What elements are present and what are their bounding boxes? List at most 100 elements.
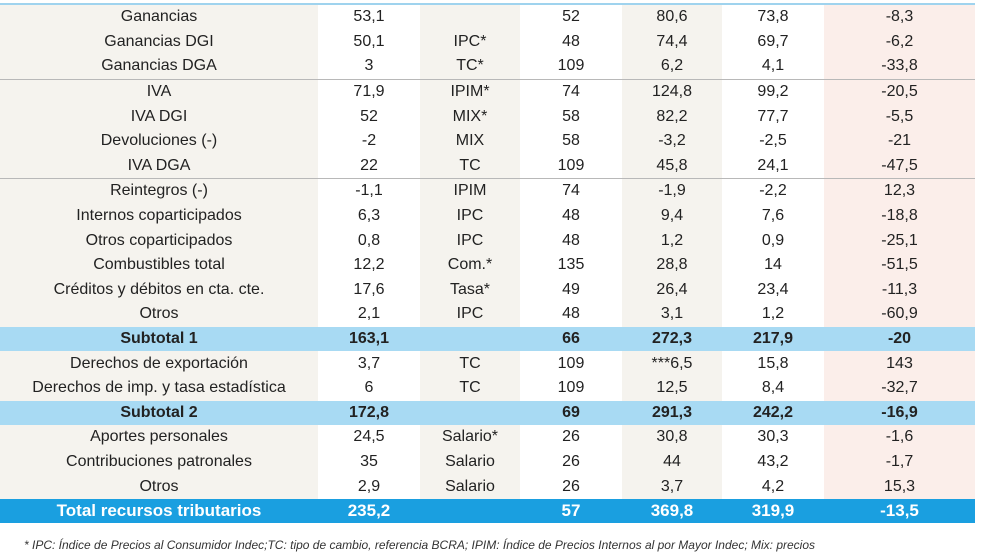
table-cell: 30,3 [757, 428, 789, 446]
table-cell: 48 [562, 231, 580, 249]
table-cell: -20 [824, 326, 975, 352]
table-cell [420, 4, 520, 30]
table-cell: Salario [420, 449, 520, 475]
table-cell [420, 498, 520, 524]
table-cell: 6,2 [622, 54, 722, 80]
table-cell: 135 [557, 256, 585, 274]
table-cell: 3,1 [622, 302, 722, 327]
table-cell: 57 [520, 498, 622, 524]
table-cell: 242,2 [722, 400, 824, 426]
table-cell: 163,1 [318, 326, 420, 352]
table-cell: 15,3 [824, 474, 975, 499]
table-cell: -60,9 [824, 302, 975, 327]
table-cell: Tasa* [420, 277, 520, 303]
table-cell: 4,1 [722, 54, 824, 80]
table-cell: Combustibles total [0, 252, 318, 278]
table-cell: 172,8 [318, 400, 420, 426]
table-cell: 80,6 [622, 4, 722, 30]
table-cell: Derechos de exportación [0, 351, 318, 376]
table-cell: 109 [557, 379, 585, 397]
table-cell: 23,4 [757, 280, 789, 298]
table-row: Internos coparticipados 6,3 IPC 48 9,4 7,6 -18… [0, 203, 975, 229]
table-cell: 2,9 [357, 477, 381, 495]
table-row: Aportes personales 24,5 Salario* 26 30,8 30,3… [0, 425, 975, 450]
table-row: Devoluciones (-) -2 MIX 58 -3,2 -2,5 -21 [0, 128, 975, 154]
table-cell: IPC [420, 228, 520, 253]
table-cell: 58 [562, 107, 580, 125]
table-cell: Ganancias DGI [0, 29, 318, 55]
table-cell: 319,9 [722, 498, 824, 524]
table-cell: MIX [420, 128, 520, 154]
tax-table: Ganancias 53,1 52 80,6 73,8 -8,3 Ganancias DGI… [0, 3, 975, 524]
table-cell: IPC [420, 302, 520, 327]
table-cell: 48 [562, 32, 580, 50]
table-cell: -3,2 [622, 128, 722, 154]
table-cell: 17,6 [353, 280, 385, 298]
table-cell: Salario [420, 474, 520, 499]
table-cell: -1,7 [824, 449, 975, 475]
table-cell: 66 [520, 326, 622, 352]
table-cell: 24,1 [722, 153, 824, 180]
table-cell: 45,8 [622, 153, 722, 180]
table-cell: 9,4 [622, 203, 722, 229]
table-cell: 24,5 [353, 428, 385, 446]
table-cell: 69 [520, 400, 622, 426]
table-cell: 28,8 [622, 252, 722, 278]
table-cell: 74 [562, 83, 580, 101]
table-cell: Contribuciones patronales [0, 449, 318, 475]
table-cell: -2,2 [759, 182, 787, 200]
table-cell: Com.* [420, 252, 520, 278]
table-cell: 0,8 [357, 231, 381, 249]
table-row: Derechos de imp. y tasa estadística 6 TC 10… [0, 375, 975, 401]
table-cell: 22 [318, 153, 420, 180]
table-cell: 12,3 [824, 178, 975, 204]
table-cell: 8,4 [761, 379, 785, 397]
table-cell: Créditos y débitos en cta. cte. [0, 277, 318, 303]
table-cell: 272,3 [622, 326, 722, 352]
table-cell: 109 [557, 354, 585, 372]
table-cell: 1,2 [622, 228, 722, 253]
table-cell: 109 [520, 153, 622, 180]
table-cell: IPC* [420, 29, 520, 55]
table-cell: 49 [562, 280, 580, 298]
table-cell: 6,3 [357, 207, 381, 225]
table-cell: 74,4 [622, 29, 722, 55]
table-cell: 6 [364, 379, 374, 397]
table-cell: 12,2 [353, 256, 385, 274]
table-cell: TC [420, 375, 520, 401]
table-cell: -21 [824, 128, 975, 154]
table-cell: 53,1 [353, 8, 385, 26]
table-cell: ***6,5 [622, 351, 722, 376]
table-cell: TC [420, 153, 520, 180]
table-cell: -2 [361, 132, 377, 150]
table-cell: 7,6 [761, 207, 785, 225]
table-cell: Otros [0, 302, 318, 327]
table-cell: 14 [764, 256, 782, 274]
table-cell: -1,6 [824, 425, 975, 450]
table-cell: 109 [520, 54, 622, 80]
table-cell: -8,3 [824, 4, 975, 30]
table-cell: IPIM [420, 178, 520, 204]
table-cell: -1,1 [355, 182, 383, 200]
table-cell: -2,5 [759, 132, 787, 150]
table-cell: -20,5 [824, 79, 975, 105]
table-cell: TC* [420, 54, 520, 80]
table-cell: -51,5 [824, 252, 975, 278]
table-cell: 143 [824, 351, 975, 376]
table-cell: 12,5 [622, 375, 722, 401]
table-cell: 71,9 [353, 83, 385, 101]
table-row: Subtotal 2 172,8 69 291,3 242,2 -16,9 [0, 400, 975, 426]
table-cell: 82,2 [622, 104, 722, 129]
table-cell: -25,1 [824, 228, 975, 253]
table-cell: -5,5 [824, 104, 975, 129]
table-cell: 44 [622, 449, 722, 475]
table-cell: -11,3 [824, 277, 975, 303]
table-cell: Ganancias [0, 4, 318, 30]
table-cell: 369,8 [622, 498, 722, 524]
table-cell: 48 [562, 305, 580, 323]
table-cell: IVA DGI [0, 104, 318, 129]
table-cell: 77,7 [757, 107, 789, 125]
table-cell: IPC [420, 203, 520, 229]
table-row: Derechos de exportación 3,7 TC 109 ***6,5 15,… [0, 351, 975, 376]
table-cell: 43,2 [757, 452, 789, 470]
